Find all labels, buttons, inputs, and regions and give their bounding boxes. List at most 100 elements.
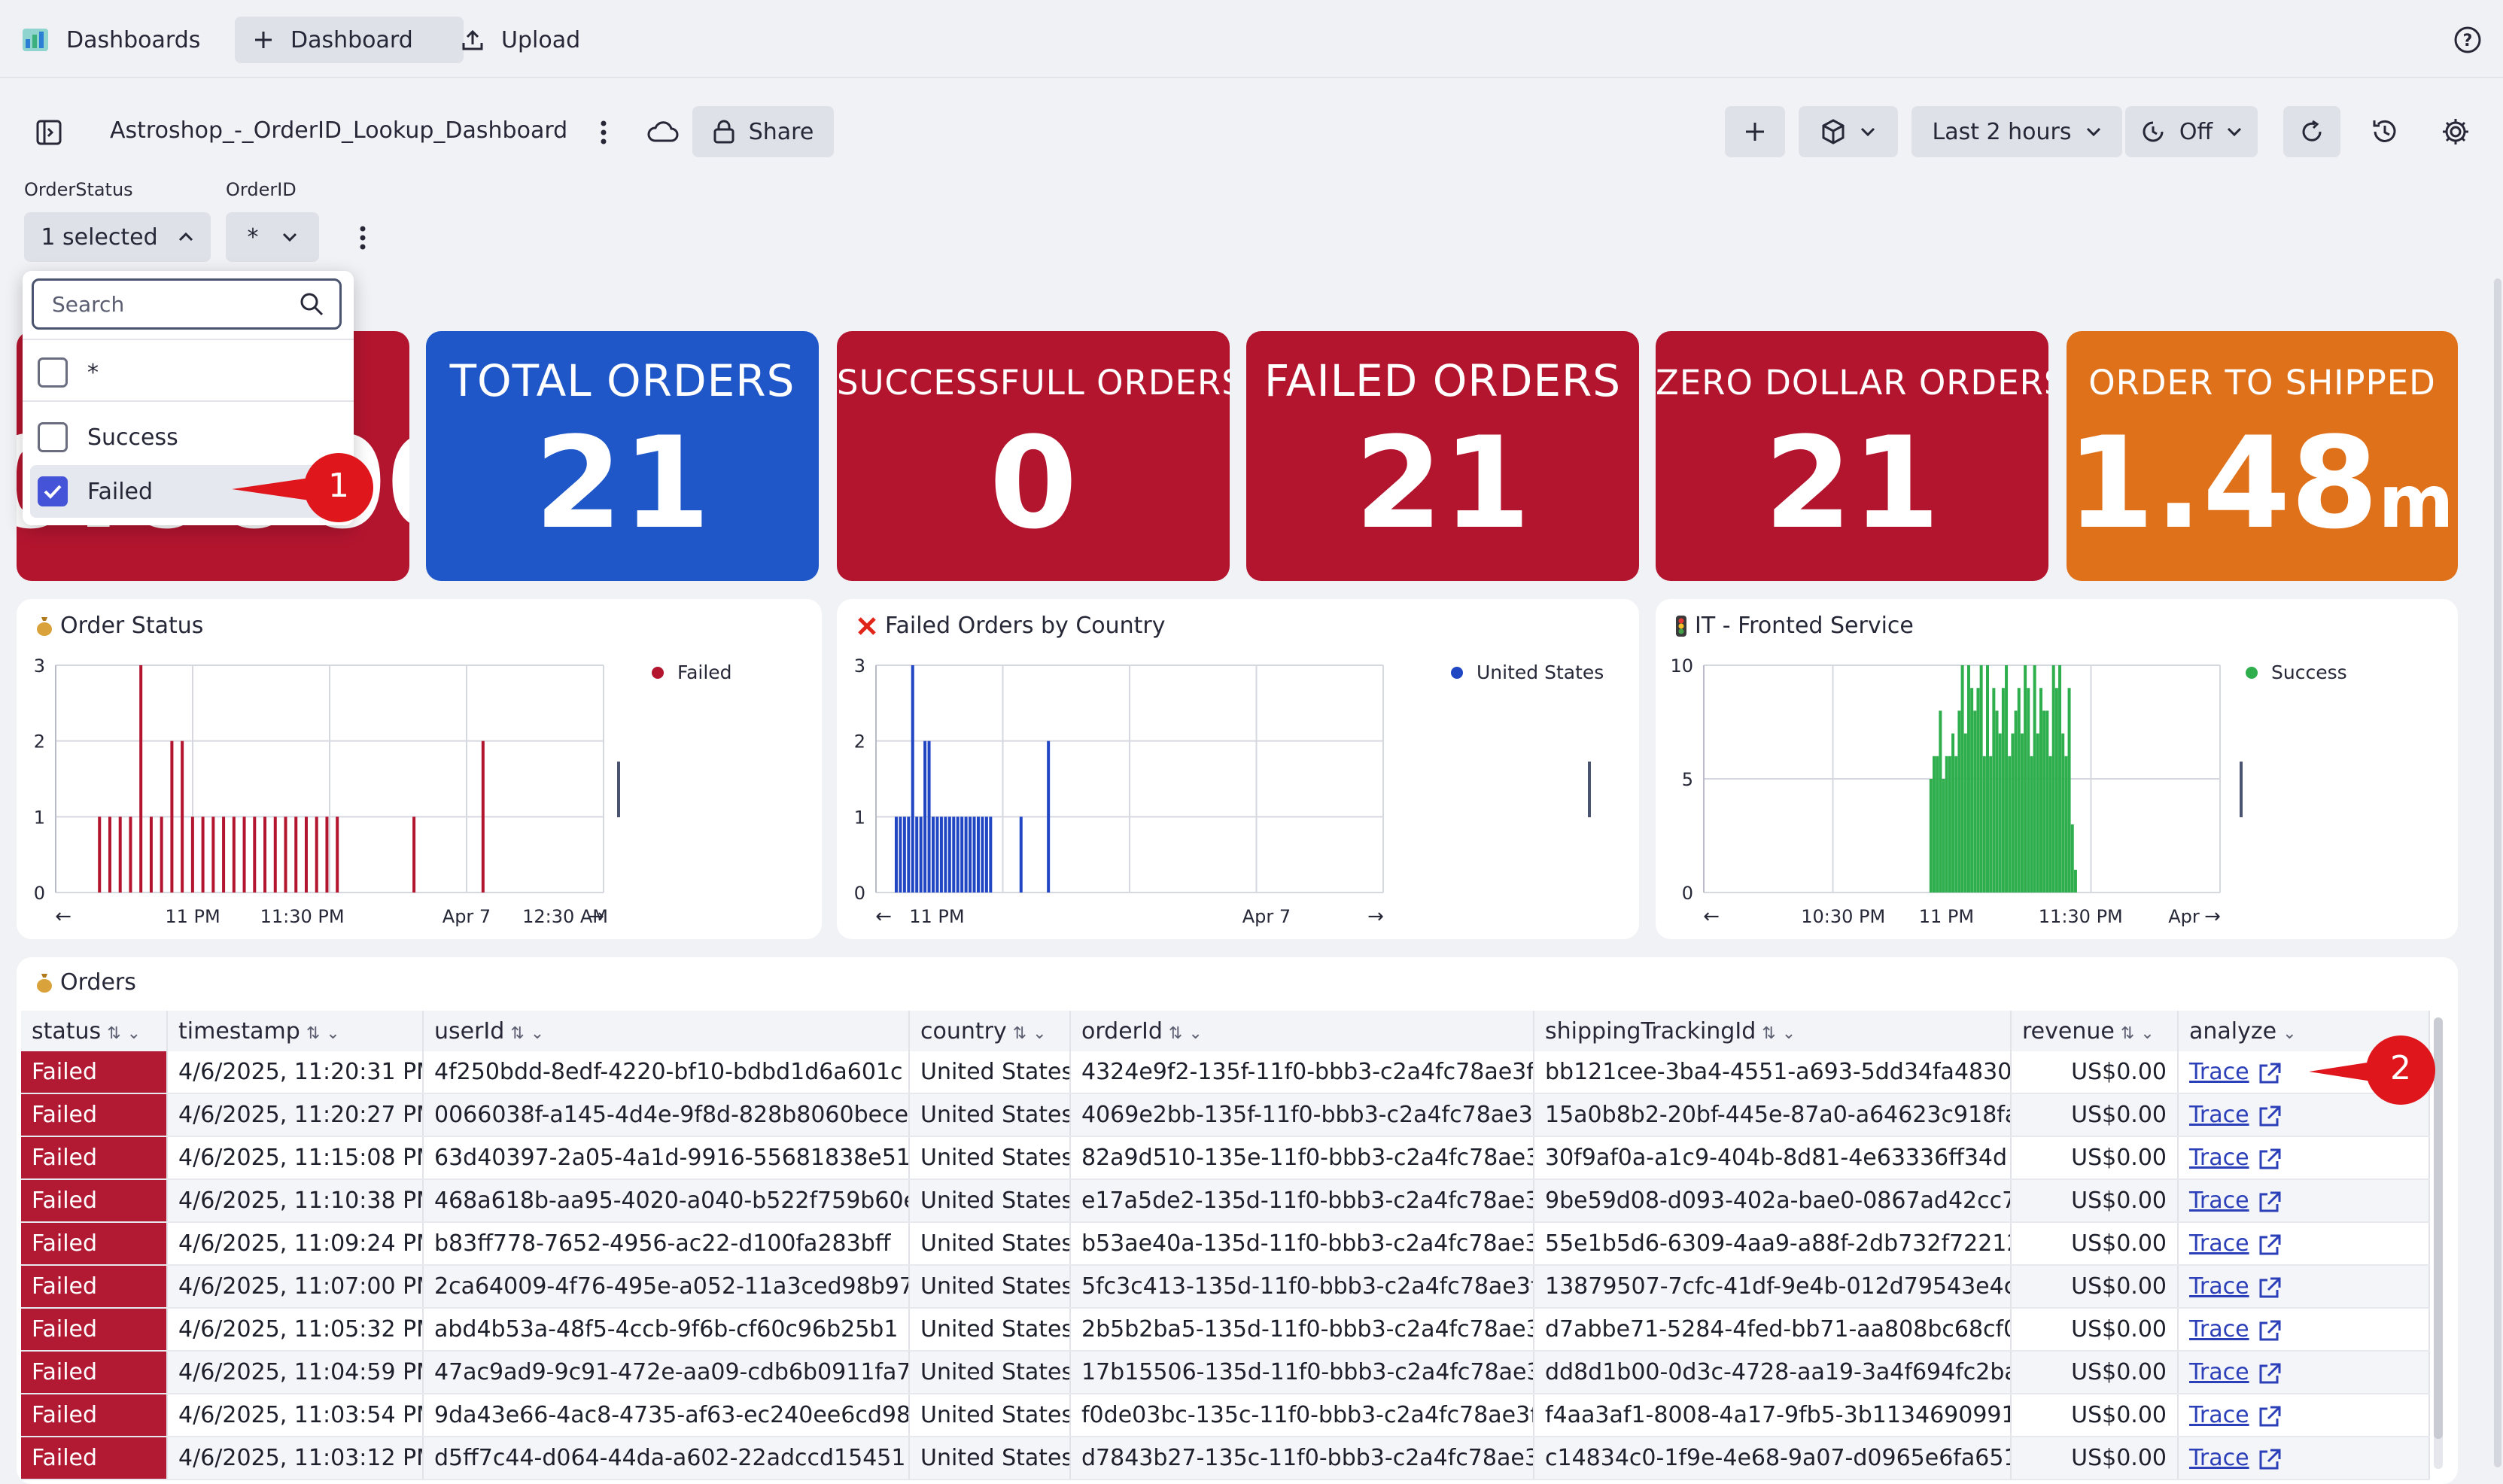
column-header-timestamp[interactable]: timestamp ⇅ ⌄	[167, 1011, 424, 1051]
history-icon[interactable]	[2368, 114, 2402, 149]
trace-link[interactable]: Trace	[2189, 1273, 2249, 1300]
sort-icon[interactable]: ⇅	[107, 1023, 121, 1043]
tile-value-unit: min	[2378, 460, 2458, 544]
tile-failed-orders[interactable]: FAILED ORDERS 21	[1246, 331, 1639, 581]
sort-icon[interactable]: ⇅	[2120, 1023, 2135, 1043]
trace-link[interactable]: Trace	[2189, 1102, 2249, 1128]
table-row[interactable]: Failed 4/6/2025, 11:03:54 PM 9da43e66-4ac8…	[21, 1394, 2430, 1437]
chevron-down-icon[interactable]: ⌄	[2283, 1023, 2297, 1043]
segments-dropdown[interactable]	[1799, 106, 1898, 157]
external-link-icon[interactable]	[2257, 1062, 2283, 1084]
upload-button[interactable]: Upload	[443, 17, 598, 63]
cell-country: United States	[909, 1394, 1071, 1437]
external-link-icon[interactable]	[2257, 1448, 2283, 1470]
table-row[interactable]: Failed 4/6/2025, 11:09:24 PM b83ff778-7652…	[21, 1222, 2430, 1266]
column-header-shippingTrackingId[interactable]: shippingTrackingId ⇅ ⌄	[1534, 1011, 2012, 1051]
sort-icon[interactable]: ⇅	[510, 1023, 525, 1043]
table-scrollbar[interactable]	[2434, 1017, 2443, 1469]
bar	[201, 817, 205, 893]
chevron-down-icon[interactable]: ⌄	[2140, 1023, 2155, 1043]
checkbox-unchecked[interactable]	[38, 422, 68, 452]
bar	[915, 817, 919, 893]
bar	[1995, 710, 1999, 893]
table-scrollbar-thumb[interactable]	[2434, 1017, 2443, 1439]
cell-country: United States	[909, 1265, 1071, 1309]
sort-icon[interactable]: ⇅	[1168, 1023, 1183, 1043]
tile-successful-orders[interactable]: SUCCESSFULL ORDERS 0	[837, 331, 1230, 581]
cell-userId: b83ff778-7652-4956-ac22-d100fa283bff	[423, 1222, 910, 1266]
bar	[170, 740, 174, 893]
table-row[interactable]: Failed 4/6/2025, 11:20:27 PM 0066038f-a145…	[21, 1093, 2430, 1137]
table-row[interactable]: Failed 4/6/2025, 11:07:00 PM 2ca64009-4f76…	[21, 1265, 2430, 1309]
column-header-status[interactable]: status ⇅ ⌄	[21, 1011, 168, 1051]
settings-gear-icon[interactable]	[2438, 114, 2473, 149]
cell-shippingTrackingId: 15a0b8b2-20bf-445e-87a0-a64623c918fa	[1534, 1093, 2012, 1137]
cell-country: United States	[909, 1351, 1071, 1394]
trace-link[interactable]: Trace	[2189, 1445, 2249, 1471]
external-link-icon[interactable]	[2257, 1233, 2283, 1256]
trace-link[interactable]: Trace	[2189, 1230, 2249, 1257]
chevron-down-icon[interactable]: ⌄	[326, 1023, 340, 1043]
help-icon[interactable]: ?	[2452, 24, 2483, 56]
trace-link[interactable]: Trace	[2189, 1188, 2249, 1214]
column-header-revenue[interactable]: revenue ⇅ ⌄	[2011, 1011, 2179, 1051]
chevron-down-icon[interactable]: ⌄	[1781, 1023, 1796, 1043]
external-link-icon[interactable]	[2257, 1105, 2283, 1127]
external-link-icon[interactable]	[2257, 1362, 2283, 1385]
bar	[2005, 665, 2009, 893]
sort-icon[interactable]: ⇅	[1762, 1023, 1776, 1043]
trace-link[interactable]: Trace	[2189, 1402, 2249, 1428]
dropdown-option-all[interactable]: *	[38, 346, 354, 399]
chevron-down-icon[interactable]: ⌄	[1033, 1023, 1047, 1043]
table-row[interactable]: Failed 4/6/2025, 11:04:59 PM 47ac9ad9-9c91…	[21, 1351, 2430, 1394]
table-row[interactable]: Failed 4/6/2025, 11:15:08 PM 63d40397-2a05…	[21, 1136, 2430, 1180]
auto-refresh-selector[interactable]: Off	[2125, 106, 2258, 157]
trace-link[interactable]: Trace	[2189, 1059, 2249, 1085]
share-button[interactable]: Share	[692, 106, 834, 157]
new-dashboard-button[interactable]: Dashboard	[235, 17, 464, 63]
table-row[interactable]: Failed 4/6/2025, 11:03:12 PM d5ff7c44-d064…	[21, 1437, 2430, 1480]
sidebar-toggle-icon[interactable]	[30, 117, 68, 147]
dropdown-option-success[interactable]: Success	[38, 411, 354, 464]
table-row[interactable]: Failed 4/6/2025, 11:05:32 PM abd4b53a-48f5…	[21, 1308, 2430, 1352]
chevron-down-icon[interactable]: ⌄	[126, 1023, 141, 1043]
checkbox-unchecked[interactable]	[38, 357, 68, 388]
trace-link[interactable]: Trace	[2189, 1359, 2249, 1385]
column-header-analyze[interactable]: analyze ⌄	[2178, 1011, 2430, 1051]
add-tile-button[interactable]	[1725, 106, 1785, 157]
dropdown-search-input[interactable]: Search	[32, 278, 342, 330]
order-id-filter[interactable]: *	[226, 212, 319, 262]
filters-more-icon[interactable]	[349, 223, 376, 253]
column-header-country[interactable]: country ⇅ ⌄	[909, 1011, 1071, 1051]
refresh-button[interactable]	[2283, 106, 2340, 157]
chevron-down-icon[interactable]: ⌄	[1188, 1023, 1203, 1043]
page-scrollbar[interactable]	[2494, 278, 2501, 1467]
tile-zero-dollar-orders[interactable]: ZERO DOLLAR ORDERS 21	[1656, 331, 2048, 581]
sort-icon[interactable]: ⇅	[306, 1023, 321, 1043]
column-header-orderId[interactable]: orderId ⇅ ⌄	[1070, 1011, 1534, 1051]
sort-icon[interactable]: ⇅	[1012, 1023, 1027, 1043]
bar	[232, 817, 236, 893]
external-link-icon[interactable]	[2257, 1319, 2283, 1342]
table-row[interactable]: Failed 4/6/2025, 11:20:31 PM 4f250bdd-8edf…	[21, 1051, 2430, 1094]
dashboards-nav[interactable]: Dashboards	[3, 17, 218, 63]
trace-link[interactable]: Trace	[2189, 1316, 2249, 1343]
order-status-filter[interactable]: 1 selected	[24, 212, 211, 262]
tile-total-orders[interactable]: TOTAL ORDERS 21	[426, 331, 819, 581]
cell-orderId: d7843b27-135c-11f0-bbb3-c2a4fc78ae3f	[1070, 1437, 1534, 1480]
cell-status: Failed	[21, 1437, 168, 1480]
chevron-down-icon[interactable]: ⌄	[530, 1023, 545, 1043]
more-vertical-icon[interactable]	[588, 117, 619, 147]
dashboards-label: Dashboards	[66, 26, 201, 53]
external-link-icon[interactable]	[2257, 1191, 2283, 1213]
external-link-icon[interactable]	[2257, 1148, 2283, 1170]
tile-order-to-shipped[interactable]: ORDER TO SHIPPED 1.48min	[2067, 331, 2458, 581]
timeframe-selector[interactable]: Last 2 hours	[1911, 106, 2122, 157]
bar	[1979, 665, 1983, 893]
table-row[interactable]: Failed 4/6/2025, 11:10:38 PM 468a618b-aa95…	[21, 1179, 2430, 1223]
trace-link[interactable]: Trace	[2189, 1145, 2249, 1171]
external-link-icon[interactable]	[2257, 1405, 2283, 1428]
external-link-icon[interactable]	[2257, 1276, 2283, 1299]
column-header-userId[interactable]: userId ⇅ ⌄	[423, 1011, 910, 1051]
checkbox-checked-icon[interactable]	[38, 476, 68, 506]
